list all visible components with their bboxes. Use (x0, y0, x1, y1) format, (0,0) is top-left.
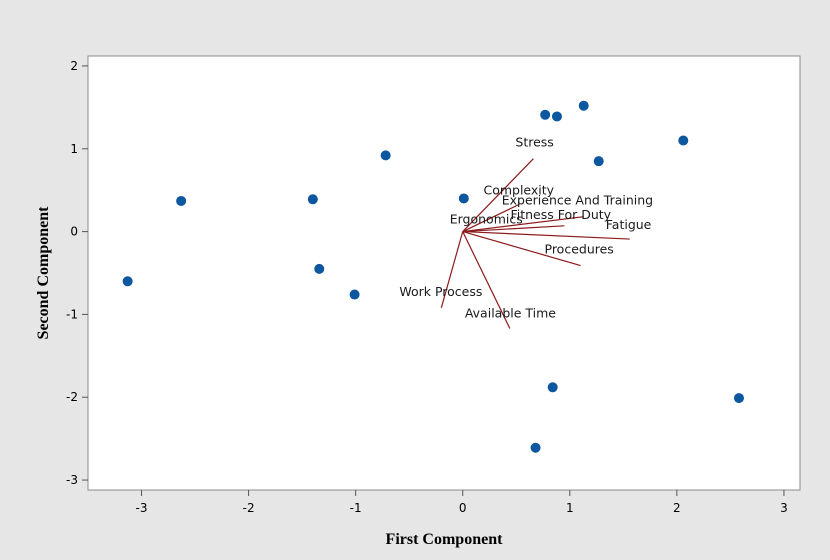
loading-vector (462, 231, 581, 267)
score-point (678, 135, 689, 146)
score-point (540, 109, 551, 120)
x-tick-label: -2 (243, 501, 255, 515)
y-tick-label: -2 (66, 390, 78, 404)
x-tick-label: 0 (459, 501, 467, 515)
loading-vector (462, 216, 584, 233)
score-point (307, 194, 318, 205)
y-tick-label: 2 (70, 59, 78, 73)
score-point (551, 111, 562, 122)
loading-vector (462, 231, 511, 329)
score-point (458, 193, 469, 204)
loading-vector-label: Procedures (545, 242, 614, 257)
loading-vector (462, 158, 534, 233)
score-points (122, 100, 744, 453)
loading-vector-label: Available Time (465, 305, 556, 320)
x-axis: -3 -2 -1 0 1 2 3 (136, 490, 788, 515)
x-tick-label: -1 (350, 501, 362, 515)
loading-vector-label: Experience And Training (502, 193, 653, 208)
score-point (380, 150, 391, 161)
loading-vector-label: Fatigue (606, 217, 652, 232)
x-tick-label: 1 (566, 501, 574, 515)
loading-vector-label: Ergonomics (450, 212, 523, 227)
x-tick-label: -3 (136, 501, 148, 515)
score-point (530, 442, 541, 453)
score-point (733, 393, 744, 404)
y-tick-label: -1 (66, 307, 78, 321)
loading-vector-label: Complexity (483, 182, 554, 197)
loading-vector (462, 230, 630, 240)
loading-vectors (440, 158, 630, 329)
score-point (547, 382, 558, 393)
x-axis-title: First Component (386, 531, 504, 548)
loading-vector (462, 225, 565, 233)
x-tick-label: 3 (780, 501, 788, 515)
y-axis-title: Second Component (35, 206, 52, 340)
loading-vector (462, 203, 520, 233)
score-point (593, 156, 604, 167)
y-axis: -3 -2 -1 0 1 2 (66, 59, 88, 487)
score-point (578, 100, 589, 111)
y-tick-label: 1 (70, 142, 78, 156)
loading-vector-label: Work Process (399, 284, 482, 299)
y-tick-label: -3 (66, 473, 78, 487)
plot-area (87, 55, 801, 491)
score-point (122, 276, 133, 287)
score-point (314, 263, 325, 274)
loading-vector-label: Fitness For Duty (510, 207, 611, 222)
loading-vector (440, 231, 464, 308)
x-tick-label: 2 (673, 501, 681, 515)
y-tick-label: 0 (70, 225, 78, 239)
score-point (176, 195, 187, 206)
loading-vector-label: Stress (515, 135, 553, 150)
score-point (349, 289, 360, 300)
